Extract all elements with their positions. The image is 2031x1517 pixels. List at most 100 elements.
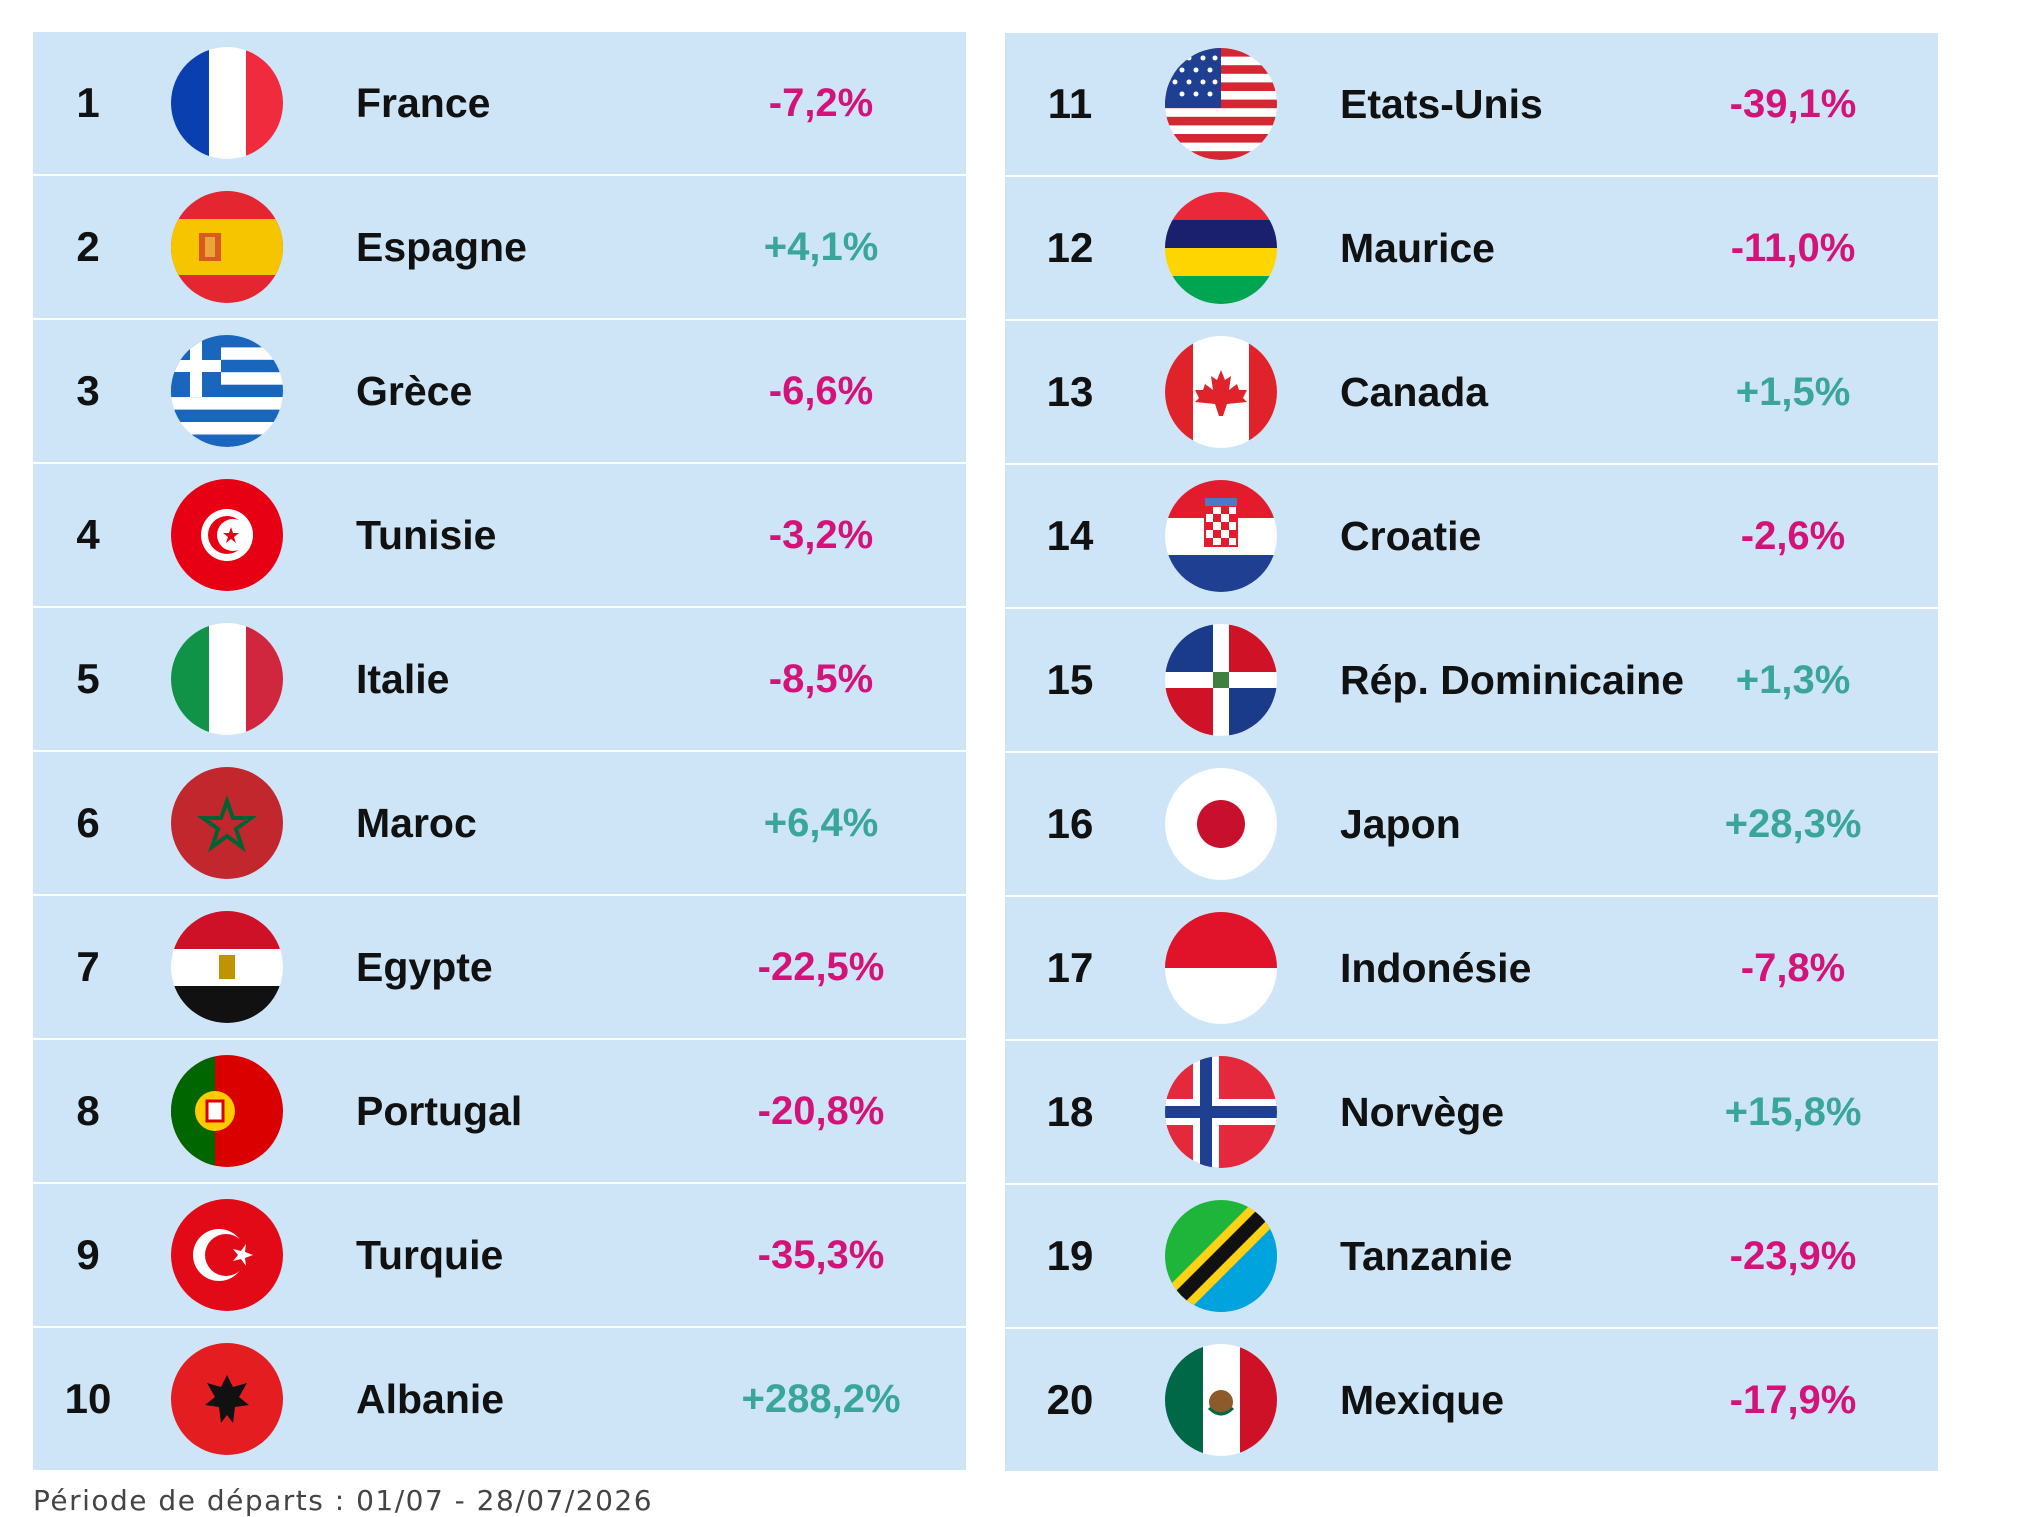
table-row: 13 Canada +1,5% (1005, 321, 1938, 465)
country-name: Rép. Dominicaine (1340, 656, 1685, 703)
table-row: 3 Grèce -6,6% (33, 320, 966, 464)
rank-number: 12 (1046, 224, 1094, 271)
country-name: Portugal (356, 1087, 523, 1134)
japan-flag-icon (1165, 768, 1277, 880)
change-value: -35,3% (757, 1232, 885, 1277)
table-row: 7 Egypte -22,5% (33, 896, 966, 1040)
turkey-flag-icon (171, 1199, 283, 1311)
change-value: +4,1% (763, 224, 879, 269)
change-value: -7,2% (768, 80, 874, 125)
country-name: Mexique (1340, 1376, 1505, 1423)
country-name: Espagne (356, 223, 527, 270)
greece-flag-icon (171, 335, 283, 447)
change-value: -22,5% (757, 944, 885, 989)
table-row: 9 Turquie -35,3% (33, 1184, 966, 1328)
rank-number: 5 (76, 655, 100, 702)
indonesia-flag-icon (1165, 912, 1277, 1024)
country-name: Maurice (1340, 224, 1495, 271)
change-value: -39,1% (1729, 81, 1857, 126)
table-row: 11 Etats-Unis -39,1% (1005, 33, 1938, 177)
croatia-flag-icon (1165, 480, 1277, 592)
dominican-republic-flag-icon (1165, 624, 1277, 736)
table-row: 8 Portugal -20,8% (33, 1040, 966, 1184)
table-row: 18 Norvège +15,8% (1005, 1041, 1938, 1185)
table-row: 16 Japon +28,3% (1005, 753, 1938, 897)
rank-number: 15 (1046, 656, 1094, 703)
country-name: Canada (1340, 368, 1489, 415)
rank-number: 1 (76, 79, 100, 126)
rank-number: 2 (76, 223, 100, 270)
table-row: 17 Indonésie -7,8% (1005, 897, 1938, 1041)
change-value: -3,2% (768, 512, 874, 557)
rank-number: 11 (1047, 80, 1093, 127)
tunisia-flag-icon (171, 479, 283, 591)
table-row: 6 Maroc +6,4% (33, 752, 966, 896)
rank-number: 7 (76, 943, 100, 990)
table-row: 19 Tanzanie -23,9% (1005, 1185, 1938, 1329)
rank-number: 14 (1046, 512, 1094, 559)
country-name: Tunisie (356, 511, 497, 558)
country-name: Grèce (356, 367, 473, 414)
ranking-table-left: 1 France -7,2% 2 Espagne +4,1% 3 Grèce -… (33, 32, 966, 1472)
rank-number: 19 (1046, 1232, 1094, 1279)
table-row: 4 Tunisie -3,2% (33, 464, 966, 608)
spain-flag-icon (171, 191, 283, 303)
change-value: +28,3% (1724, 801, 1862, 846)
country-name: Norvège (1340, 1088, 1505, 1135)
country-name: Albanie (356, 1375, 505, 1422)
table-row: 14 Croatie -2,6% (1005, 465, 1938, 609)
canada-flag-icon (1165, 336, 1277, 448)
table-row: 20 Mexique -17,9% (1005, 1329, 1938, 1473)
rank-number: 10 (64, 1375, 112, 1422)
albania-flag-icon (171, 1343, 283, 1455)
italy-flag-icon (171, 623, 283, 735)
rank-number: 8 (76, 1087, 100, 1134)
change-value: -23,9% (1729, 1233, 1857, 1278)
morocco-flag-icon (171, 767, 283, 879)
portugal-flag-icon (171, 1055, 283, 1167)
france-flag-icon (171, 47, 283, 159)
usa-flag-icon (1165, 48, 1277, 160)
rank-number: 9 (76, 1231, 100, 1278)
change-value: -20,8% (757, 1088, 885, 1133)
footnote: Période de départs : 01/07 - 28/07/2026 (33, 1484, 654, 1517)
country-name: Etats-Unis (1340, 80, 1543, 127)
rank-number: 4 (76, 511, 100, 558)
country-name: Japon (1340, 800, 1461, 847)
country-name: Tanzanie (1340, 1232, 1513, 1279)
change-value: -2,6% (1740, 513, 1846, 558)
change-value: +1,5% (1735, 369, 1851, 414)
norway-flag-icon (1165, 1056, 1277, 1168)
change-value: +6,4% (763, 800, 879, 845)
mauritius-flag-icon (1165, 192, 1277, 304)
country-name: Indonésie (1340, 944, 1532, 991)
rank-number: 13 (1046, 368, 1094, 415)
country-name: Turquie (356, 1231, 504, 1278)
table-row: 15 Rép. Dominicaine +1,3% (1005, 609, 1938, 753)
country-name: France (356, 79, 491, 126)
country-name: Maroc (356, 799, 477, 846)
change-value: -7,8% (1740, 945, 1846, 990)
change-value: +1,3% (1735, 657, 1851, 702)
tanzania-flag-icon (1165, 1200, 1277, 1312)
table-row: 12 Maurice -11,0% (1005, 177, 1938, 321)
rank-number: 17 (1046, 944, 1094, 991)
mexico-flag-icon (1165, 1344, 1277, 1456)
change-value: -17,9% (1729, 1377, 1857, 1422)
egypt-flag-icon (171, 911, 283, 1023)
rank-number: 20 (1046, 1376, 1094, 1423)
rank-number: 18 (1046, 1088, 1094, 1135)
table-row: 10 Albanie +288,2% (33, 1328, 966, 1472)
country-name: Italie (356, 655, 450, 702)
change-value: -8,5% (768, 656, 874, 701)
rank-number: 6 (76, 799, 100, 846)
rank-number: 16 (1046, 800, 1094, 847)
country-name: Egypte (356, 943, 493, 990)
country-name: Croatie (1340, 512, 1482, 559)
change-value: +288,2% (741, 1376, 901, 1421)
ranking-table-right: 11 Etats-Unis -39,1% 12 Maurice -11,0% 1… (1005, 33, 1938, 1473)
change-value: +15,8% (1724, 1089, 1862, 1134)
table-row: 1 France -7,2% (33, 32, 966, 176)
change-value: -6,6% (768, 368, 874, 413)
change-value: -11,0% (1730, 225, 1856, 270)
